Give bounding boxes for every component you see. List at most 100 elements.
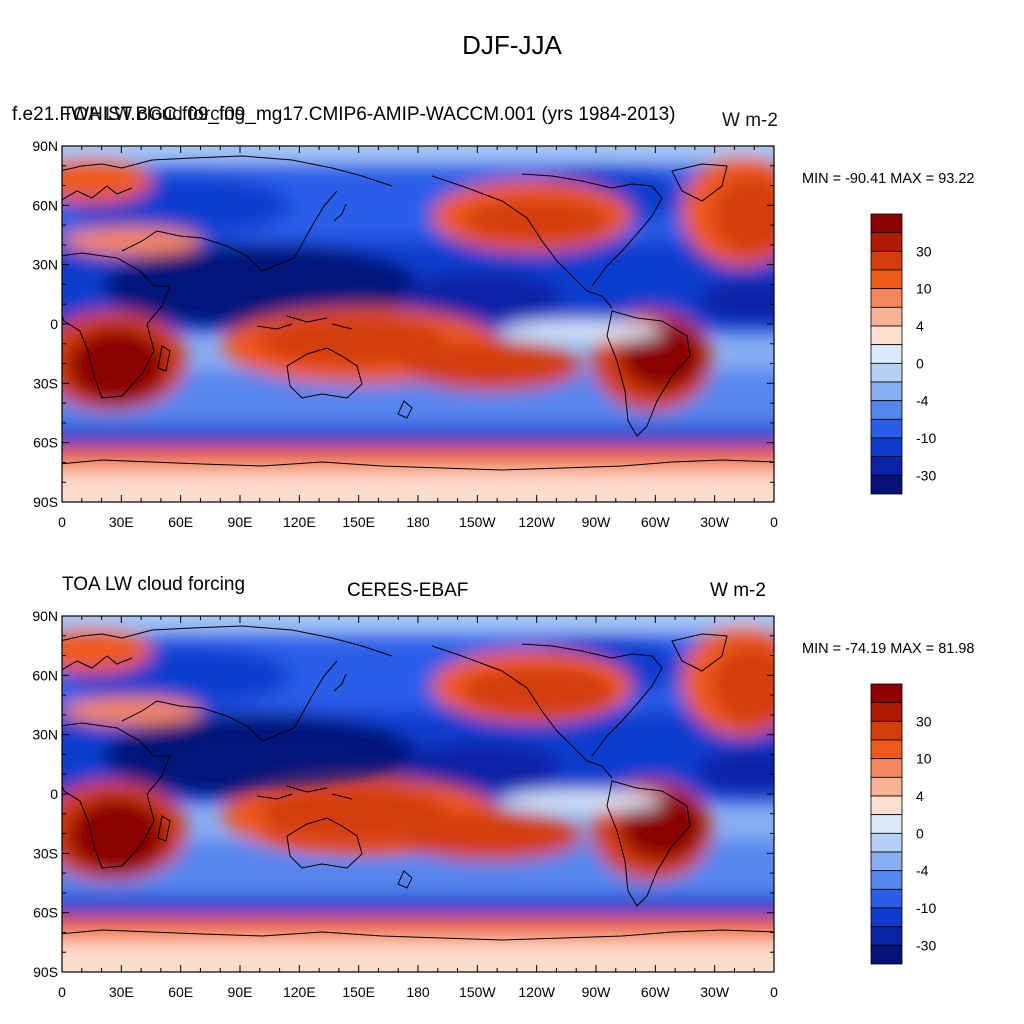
panel1-map <box>61 145 775 503</box>
panel1-lon-label: 0 <box>770 514 778 530</box>
panel2-lat-label: 60N <box>32 667 58 683</box>
panel1-lon-label: 90E <box>228 514 253 530</box>
panel2-lat-label: 0 <box>50 786 58 802</box>
panel2-lon-label: 150E <box>342 984 375 1000</box>
panel1-lon-label: 120W <box>518 514 555 530</box>
panel1-colorbar-label: -30 <box>916 467 936 483</box>
panel2-colorbar-box <box>870 907 903 928</box>
panel2-lon-label: 90E <box>228 984 253 1000</box>
panel1-lon-label: 120E <box>283 514 316 530</box>
panel2-lon-label: 30W <box>700 984 730 1000</box>
panel2-variable-title: TOA LW cloud forcing <box>62 574 246 595</box>
panel1-colorbar-box <box>870 381 903 402</box>
panel1-colorbar-box <box>870 456 903 476</box>
panel1-colorbar-box <box>870 474 903 495</box>
panel1-colorbar-box <box>870 362 903 383</box>
panel1-colorbar-label: 10 <box>916 281 932 297</box>
panel2-lon-label: 180 <box>406 984 430 1000</box>
panel2-colorbar-label: -30 <box>916 937 936 953</box>
panel1-lon-label: 60W <box>641 514 671 530</box>
panel1-variable-title: TOA LW cloud forcing <box>62 104 246 125</box>
panel2-colorbar-label: 10 <box>916 751 932 767</box>
panel1-lat-label: 90S <box>33 494 58 510</box>
panel2-colorbar-box <box>870 720 903 741</box>
panel2-units-title: W m-2 <box>710 580 766 601</box>
panel1-colorbar-box <box>870 306 903 327</box>
panel2-colorbar-box <box>870 814 903 834</box>
panel2-lat-label: 90S <box>33 964 58 980</box>
panel2-colorbar-box <box>870 926 903 946</box>
panel2-lon-label: 120E <box>283 984 316 1000</box>
panel2-colorbar-label: 30 <box>916 713 932 729</box>
panel1-lon-label: 60E <box>168 514 193 530</box>
panel2-source-title: CERES-EBAF <box>347 580 469 601</box>
panel2-colorbar-box <box>870 758 903 778</box>
panel1-lat-label: 30S <box>33 375 58 391</box>
panel2-lon-label: 90W <box>582 984 612 1000</box>
panel2-lon-label: 60W <box>641 984 671 1000</box>
panel2-colorbar-label: -4 <box>916 863 929 879</box>
panel2-colorbar-box <box>870 870 903 890</box>
panel1-colorbar-box <box>870 344 903 364</box>
panel2-colorbar-box <box>870 795 903 816</box>
panel2-lon-label: 60E <box>168 984 193 1000</box>
panel1-lat-label: 60S <box>33 435 58 451</box>
panel1-colorbar-box <box>870 418 903 439</box>
panel1-lon-label: 30W <box>700 514 730 530</box>
panel1-colorbar-label: 30 <box>916 243 932 259</box>
panel2-colorbar: 30 10 4 0 -4 -10 -30 <box>870 683 936 965</box>
panel2-colorbar-box <box>870 832 903 853</box>
panel1-lat-label: 30N <box>32 257 58 273</box>
panel1-lon-label: 150W <box>459 514 496 530</box>
panel1-lon-label: 150E <box>342 514 375 530</box>
panel2-lon-label: 0 <box>770 984 778 1000</box>
panel1-lat-label: 0 <box>50 316 58 332</box>
panel1-colorbar-box <box>870 232 903 252</box>
panel1-colorbar-box <box>870 269 903 290</box>
panel1-colorbar-box <box>870 213 903 234</box>
panel1-colorbar-box <box>870 400 903 420</box>
panel1-lat-label: 60N <box>32 197 58 213</box>
panel2-lat-label: 30N <box>32 727 58 743</box>
panel1-lon-label: 180 <box>406 514 430 530</box>
panel1-colorbar-label: -10 <box>916 430 936 446</box>
panel2-colorbar-box <box>870 776 903 797</box>
panel2-colorbar-label: 4 <box>916 788 924 804</box>
panel1-colorbar-box <box>870 250 903 271</box>
panel1-lon-label: 30E <box>109 514 134 530</box>
panel1-case-title: f.e21.FWHIST.BGC.f09_f09_mg17.CMIP6-AMIP… <box>12 104 676 125</box>
panel2-colorbar-box <box>870 888 903 909</box>
panel2-lat-label: 90N <box>32 608 58 624</box>
panel1-lat-label: 90N <box>32 138 58 154</box>
panel2-colorbar-box <box>870 702 903 722</box>
panel1-colorbar-label: 0 <box>916 355 924 371</box>
panel2-colorbar-box <box>870 944 903 965</box>
panel2-colorbar-box <box>870 851 903 872</box>
panel1-units-title: W m-2 <box>722 110 778 131</box>
panel1-colorbar-label: -4 <box>916 393 929 409</box>
panel2-colorbar-label: -10 <box>916 900 936 916</box>
panel1-colorbar-box <box>870 288 903 308</box>
panel1-lon-label: 90W <box>582 514 612 530</box>
panel2-map <box>61 615 775 973</box>
panel2-lon-label: 30E <box>109 984 134 1000</box>
panel2-lon-label: 150W <box>459 984 496 1000</box>
panel2-lon-label: 0 <box>58 984 66 1000</box>
panel1-min-max-label: MIN = -90.41 MAX = 93.22 <box>802 171 975 187</box>
panel1-colorbar: 30 10 4 0 -4 -10 -30 <box>870 213 936 495</box>
panel2-colorbar-label: 0 <box>916 825 924 841</box>
panel1-colorbar-box <box>870 437 903 458</box>
panel1-colorbar-label: 4 <box>916 318 924 334</box>
figure-title: DJF-JJA <box>462 30 562 60</box>
panel2-lat-label: 60S <box>33 905 58 921</box>
panel2-lat-label: 30S <box>33 845 58 861</box>
panel2-lon-label: 120W <box>518 984 555 1000</box>
panel1-colorbar-box <box>870 325 903 346</box>
panel2-colorbar-box <box>870 739 903 760</box>
panel2-colorbar-box <box>870 683 903 704</box>
panel1-lon-label: 0 <box>58 514 66 530</box>
panel2-min-max-label: MIN = -74.19 MAX = 81.98 <box>802 641 975 657</box>
